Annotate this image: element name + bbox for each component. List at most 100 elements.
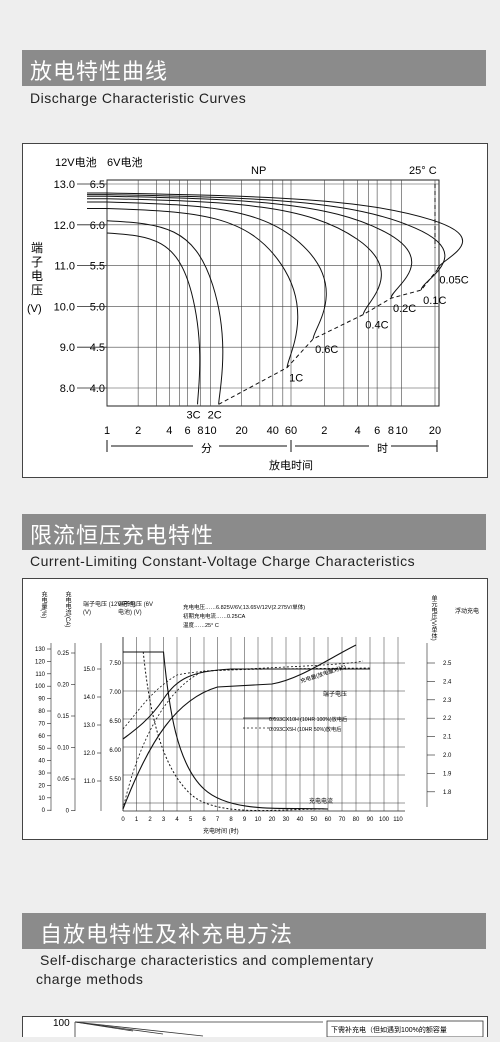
y12-tick-label: 9.0 xyxy=(60,342,75,354)
x-tick-label: 10 xyxy=(396,425,408,437)
discharge-grid: 6.5 13.0 6.0 12.0 5.5 11.0 5.0 10.0 4.5 9.0 4.0 8.0… xyxy=(54,179,469,452)
x-tick-label: 20 xyxy=(269,817,276,823)
curve-label-0.2C: 0.2C xyxy=(393,303,416,315)
yq-tick-label: 130 xyxy=(35,647,46,653)
curve-label-0.1C: 0.1C xyxy=(423,295,446,307)
x-tick-label: 6 xyxy=(184,425,190,437)
discharge-curve-0.05C xyxy=(87,192,464,270)
ycell-tick-label: 1.8 xyxy=(443,790,452,796)
note-current: 初期充电电流……0.25CA xyxy=(183,612,246,620)
charge-chart-panel: 充电量(%) 充电电流(CA) 端子电压 (12V电池) (V) 端子电压 (6… xyxy=(22,578,488,840)
discharge-curve-0.1C xyxy=(87,194,446,291)
selfdischarge-chart: 100 下需补充电（但如遇到100%的额容量 xyxy=(53,1018,484,1038)
y12-tick-label: 11.0 xyxy=(84,779,96,785)
x-tick-label: 100 xyxy=(379,817,390,823)
x-tick-label: 60 xyxy=(325,817,332,823)
header-12v: 12V电池 xyxy=(55,156,97,169)
curve-label-0.6C: 0.6C xyxy=(315,344,338,356)
ycell-tick-label: 2.3 xyxy=(443,698,452,704)
y6-tick-label: 4.0 xyxy=(90,383,105,395)
x-tick-label: 1 xyxy=(104,425,110,437)
yq-tick-label: 90 xyxy=(38,697,45,703)
x-tick-label: 8 xyxy=(388,425,394,437)
x-tick-label: 40 xyxy=(297,817,304,823)
x-tick-label: 9 xyxy=(243,817,247,823)
discharge-curve-0.2C xyxy=(87,195,413,299)
y12-tick-label: 8.0 xyxy=(60,383,75,395)
qty-curve xyxy=(122,644,357,810)
yc-tick-label: 0.05 xyxy=(57,777,69,783)
x-tick-label: 2 xyxy=(321,425,327,437)
x-tick-label: 6 xyxy=(202,817,206,823)
unit-hr: 时 xyxy=(377,442,388,455)
curve-3 xyxy=(74,1021,204,1037)
col-chargeqty: 充电量(%) xyxy=(40,590,47,618)
discharge-curve-2C xyxy=(106,220,224,405)
x-tick-label: 6 xyxy=(374,425,380,437)
x-tick-label: 60 xyxy=(285,425,297,437)
col-cellv: 单元电压(V/单体) xyxy=(430,594,437,640)
x-tick-label: 80 xyxy=(353,817,360,823)
col-float: 浮动充电 xyxy=(455,607,479,615)
y-top-tick: 100 xyxy=(53,1018,70,1029)
col-6v: 端子电压 (6V电池) (V) xyxy=(118,602,154,616)
x-axis-label-2: 充电时间 (时) xyxy=(203,827,239,835)
np-label: NP xyxy=(251,165,266,177)
side-text: 下需补充电（但如遇到100%的额容量 xyxy=(331,1025,447,1034)
section3-subtitle-1: Self-discharge characteristics and compl… xyxy=(40,952,374,968)
note-voltage: 充电电压……6.825V/6V,13.65V/12V(2.275V/单体) xyxy=(183,603,305,611)
qty-curve-dashed xyxy=(122,660,364,810)
yq-tick-label: 100 xyxy=(35,684,46,690)
y6-tick-label: 5.50 xyxy=(109,777,121,783)
yq-tick-label: 50 xyxy=(38,746,45,752)
yq-tick-label: 120 xyxy=(35,659,46,665)
x-tick-label: 4 xyxy=(175,817,179,823)
x-tick-label: 1 xyxy=(135,817,139,823)
x-tick-label: 2 xyxy=(148,817,152,823)
col-current: 充电电流(CA) xyxy=(64,590,71,627)
ycell-tick-label: 2.5 xyxy=(443,661,452,667)
section3-subtitle-2: charge methods xyxy=(36,971,144,987)
section2-title: 限流恒压充电特性 xyxy=(30,523,215,548)
yc-tick-label: 0.20 xyxy=(57,683,69,689)
yq-tick-label: 0 xyxy=(42,808,46,814)
label-volt: 端子电压 xyxy=(323,690,347,698)
yq-tick-label: 70 xyxy=(38,721,45,727)
section2-subtitle: Current-Limiting Constant-Voltage Charge… xyxy=(30,553,416,569)
x-tick-label: 50 xyxy=(311,817,318,823)
x-tick-label: 0 xyxy=(121,817,125,823)
y6-tick-label: 5.5 xyxy=(90,261,105,273)
charge-grid: 0 1 2 3 4 5 6 7 8 9 10 20 30 40 50 60 70 80 90 100 110130120… xyxy=(35,637,452,823)
ylabel-1: 端 xyxy=(31,241,43,255)
yc-tick-label: 0.25 xyxy=(57,651,69,657)
col-6v-wrap: 端子电压 (6V电池) (V) xyxy=(118,602,154,616)
section3-title: 自放电特性及补充电方法 xyxy=(40,922,294,947)
y12-tick-label: 14.0 xyxy=(83,695,95,701)
x-tick-label: 110 xyxy=(393,817,403,823)
curve-label-0.05C: 0.05C xyxy=(439,275,468,287)
y12-tick-label: 12.0 xyxy=(83,751,95,757)
unit-min: 分 xyxy=(201,442,212,455)
yq-tick-label: 30 xyxy=(38,771,45,777)
ycell-tick-label: 2.0 xyxy=(443,753,452,759)
x-tick-label: 4 xyxy=(355,425,361,437)
x-tick-label: 2 xyxy=(135,425,141,437)
y6-tick-label: 7.00 xyxy=(109,690,121,696)
col-12v: 端子电压 (12V电池) (V) xyxy=(83,602,136,616)
voltage-curve-dashed xyxy=(122,667,371,730)
label-qty: 充电量(放电量对比) xyxy=(299,663,347,685)
temp-label: 25° C xyxy=(409,165,437,177)
yq-tick-label: 110 xyxy=(35,672,45,678)
yq-tick-label: 10 xyxy=(38,796,45,802)
x-tick-label: 10 xyxy=(204,425,216,437)
y6-tick-label: 6.00 xyxy=(109,748,121,754)
y12-tick-label: 13.0 xyxy=(54,179,75,191)
legend-2: 0.093CX5H (10HR 50%)放电后 xyxy=(269,725,341,733)
y6-tick-label: 6.50 xyxy=(109,719,121,725)
yq-tick-label: 20 xyxy=(38,783,45,789)
curve-label-3C: 3C xyxy=(187,409,201,421)
y-unit: (V) xyxy=(27,303,42,315)
yq-tick-label: 40 xyxy=(38,759,45,765)
yq-tick-label: 60 xyxy=(38,734,45,740)
ycell-tick-label: 2.1 xyxy=(443,735,452,741)
